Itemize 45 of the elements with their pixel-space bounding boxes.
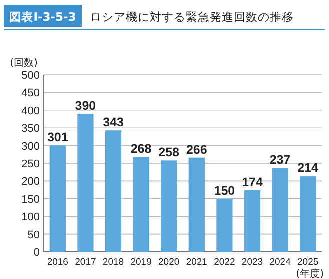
x-tick-label: 2024: [270, 257, 291, 268]
y-tick-label: 150: [22, 194, 40, 206]
y-axis-title: (回数): [10, 58, 38, 69]
bar: [50, 145, 66, 252]
x-tick-label: 2017: [75, 257, 96, 268]
x-tick-label: 2020: [158, 257, 180, 268]
data-label: 343: [103, 116, 124, 130]
bar: [161, 160, 178, 252]
x-tick-label: 2019: [130, 257, 152, 268]
y-tick-label: 500: [22, 70, 40, 82]
y-tick-label: 400: [22, 105, 40, 118]
data-label: 266: [186, 142, 208, 157]
bar: [78, 114, 94, 252]
bar: [188, 158, 205, 252]
data-label: 174: [242, 175, 263, 190]
data-label: 237: [270, 153, 291, 168]
y-tick-label: 50: [28, 229, 40, 242]
x-axis-title: (年度): [296, 268, 324, 279]
chart-title: ロシア機に対する緊急発進回数の推移: [90, 10, 294, 24]
x-tick-label: 2018: [102, 257, 124, 268]
bar: [133, 157, 150, 252]
y-tick-label: 200: [22, 176, 40, 188]
y-tick-label: 0: [34, 247, 40, 259]
x-tick-label: 2022: [214, 257, 236, 268]
y-tick-label: 250: [22, 158, 40, 170]
data-label: 214: [298, 161, 319, 176]
y-tick-label: 450: [22, 88, 40, 100]
text: 図表Ⅰ-3-5-3: [10, 10, 76, 24]
bar: [300, 176, 316, 252]
x-tick-label: 2021: [186, 257, 208, 268]
data-label: 258: [158, 146, 180, 160]
y-tick-label: 350: [22, 123, 40, 136]
x-tick-label: 2023: [242, 257, 264, 268]
data-label: 150: [214, 184, 236, 198]
data-label: 301: [47, 130, 68, 144]
x-tick-label: 2016: [47, 257, 68, 268]
data-label: 390: [75, 98, 96, 113]
y-tick-label: 100: [22, 212, 40, 224]
x-tick-label: 2025: [298, 257, 319, 268]
y-tick-label: 300: [22, 140, 40, 153]
bar: [272, 168, 288, 252]
data-label: 268: [130, 142, 152, 156]
bar: [105, 130, 122, 252]
bar: [244, 190, 261, 252]
bar: [216, 198, 233, 252]
